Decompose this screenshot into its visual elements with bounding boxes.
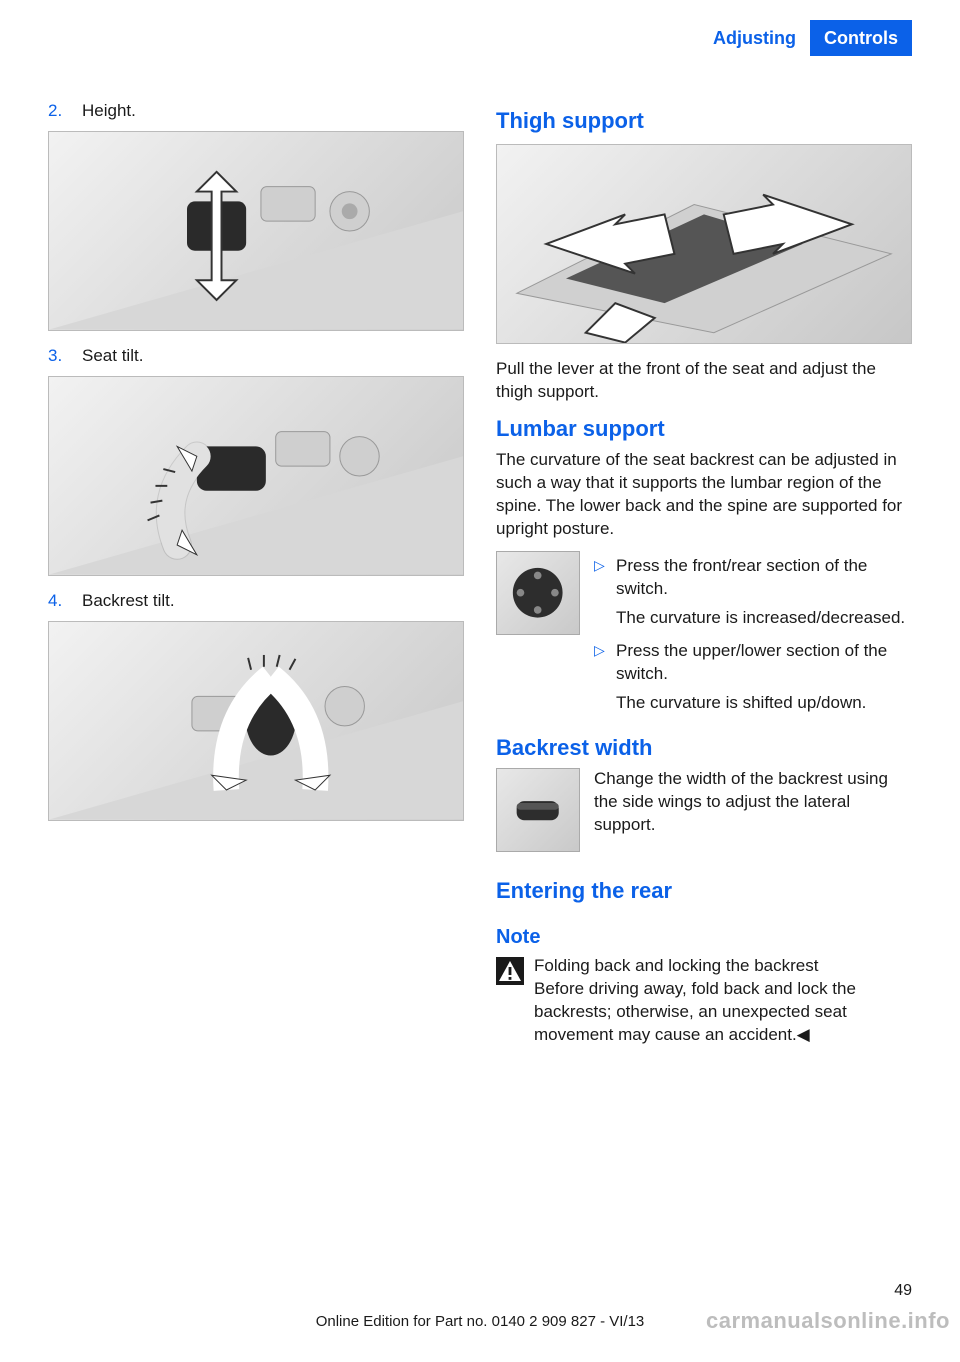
header-section-label: Adjusting: [699, 20, 810, 56]
bullet-marker-icon: ▷: [594, 640, 608, 686]
right-column: Thigh support Pull the lever at the fron…: [496, 98, 912, 1049]
illustration-thigh-support: [496, 144, 912, 344]
list-item-backrest-tilt: 4. Backrest tilt.: [48, 590, 464, 613]
list-item-height: 2. Height.: [48, 100, 464, 123]
backrest-width-block: Change the width of the back­rest using …: [496, 768, 912, 852]
bullet-sub: The curvature is increased/decreased.: [616, 607, 912, 630]
header-chapter-label: Controls: [810, 20, 912, 56]
bullet-text: Press the upper/lower sec­tion of the sw…: [616, 640, 912, 686]
bullet-marker-icon: ▷: [594, 555, 608, 601]
list-label: Height.: [82, 100, 464, 123]
heading-thigh-support: Thigh support: [496, 106, 912, 136]
left-column: 2. Height. 3. Seat tilt.: [48, 98, 464, 1049]
list-number: 4.: [48, 590, 68, 613]
bullet-item: ▷ Press the upper/lower sec­tion of the …: [594, 640, 912, 686]
heading-note: Note: [496, 924, 912, 951]
list-number: 3.: [48, 345, 68, 368]
bullet-item: ▷ Press the front/rear section of the sw…: [594, 555, 912, 601]
warning-icon: [496, 957, 524, 985]
illustration-seat-tilt: [48, 376, 464, 576]
header-bar: Adjusting Controls: [699, 20, 912, 56]
lumbar-switch-block: ▷ Press the front/rear section of the sw…: [496, 551, 912, 725]
heading-entering-rear: Entering the rear: [496, 876, 912, 906]
page-number: 49: [894, 1280, 912, 1302]
illustration-height: [48, 131, 464, 331]
illustration-backrest-tilt: [48, 621, 464, 821]
content-columns: 2. Height. 3. Seat tilt.: [48, 98, 912, 1049]
footer-text: Online Edition for Part no. 0140 2 909 8…: [0, 1312, 960, 1332]
bullet-sub: The curvature is shifted up/down.: [616, 692, 912, 715]
list-label: Seat tilt.: [82, 345, 464, 368]
para-thigh-support: Pull the lever at the front of the seat …: [496, 358, 912, 404]
note-title: Folding back and locking the backrest: [534, 955, 912, 978]
list-item-seat-tilt: 3. Seat tilt.: [48, 345, 464, 368]
lumbar-bullet-list: ▷ Press the front/rear section of the sw…: [594, 555, 912, 725]
backrest-width-switch-icon: [496, 768, 580, 852]
note-body: Before driving away, fold back and lock …: [534, 979, 856, 1044]
list-label: Backrest tilt.: [82, 590, 464, 613]
note-row: Folding back and locking the backrest Be…: [496, 955, 912, 1047]
para-backrest-width: Change the width of the back­rest using …: [594, 768, 912, 852]
bullet-text: Press the front/rear section of the swit…: [616, 555, 912, 601]
lumbar-switch-icon: [496, 551, 580, 635]
para-lumbar-intro: The curvature of the seat backrest can b…: [496, 449, 912, 541]
list-number: 2.: [48, 100, 68, 123]
heading-lumbar-support: Lumbar support: [496, 414, 912, 444]
heading-backrest-width: Backrest width: [496, 733, 912, 763]
note-text-block: Folding back and locking the backrest Be…: [534, 955, 912, 1047]
page: Adjusting Controls 2. Height.: [0, 0, 960, 1362]
